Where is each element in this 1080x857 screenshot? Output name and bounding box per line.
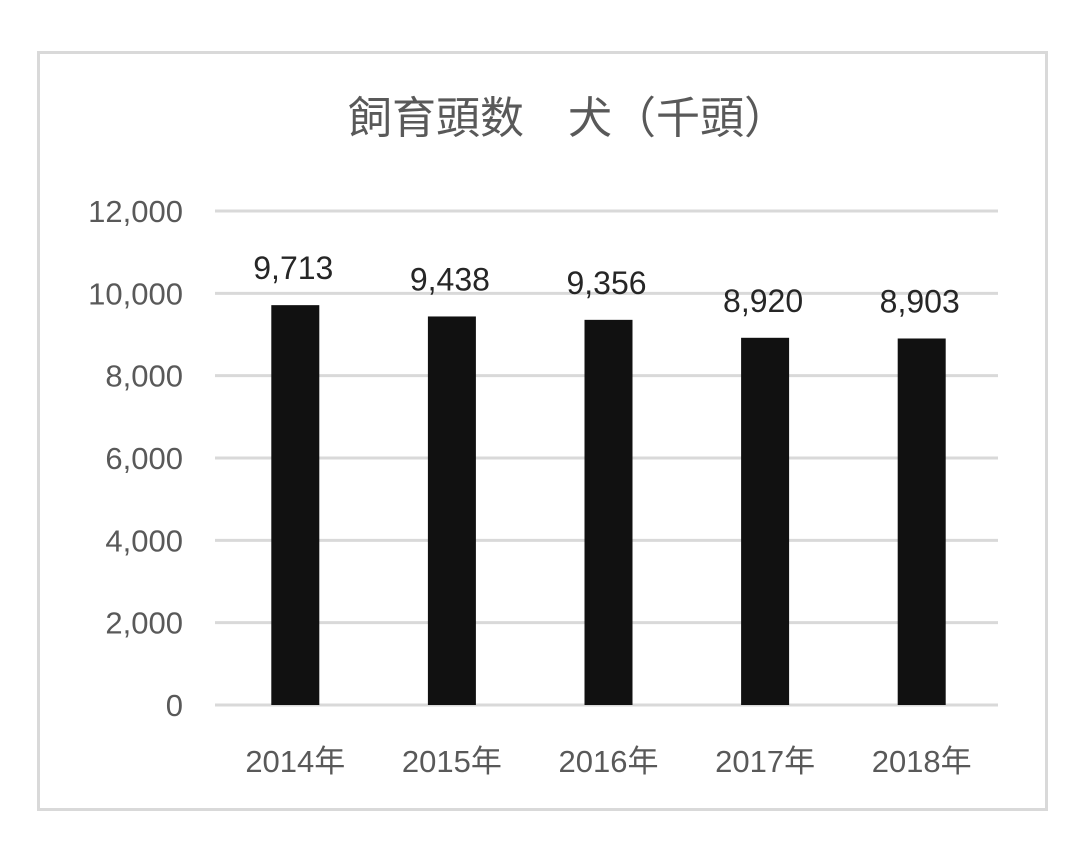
data-label: 8,903 [880, 283, 960, 319]
y-tick-label: 0 [166, 688, 183, 723]
y-tick-label: 2,000 [105, 606, 183, 641]
data-label: 9,713 [253, 250, 333, 286]
x-category-label: 2017年 [715, 744, 815, 779]
x-category-label: 2018年 [872, 744, 972, 779]
data-label: 9,356 [566, 265, 646, 301]
chart-title: 飼育頭数 犬（千頭） [348, 93, 788, 144]
y-tick-label: 6,000 [105, 441, 183, 476]
y-axis-ticks: 0 2,000 4,000 6,000 8,000 10,000 12,000 [88, 194, 183, 723]
bar [584, 319, 633, 705]
x-category-label: 2014年 [245, 744, 345, 779]
y-tick-label: 8,000 [105, 359, 183, 394]
data-labels: 9,713 9,438 9,356 8,920 8,903 [253, 250, 959, 319]
bars [271, 305, 946, 705]
y-tick-label: 10,000 [88, 276, 183, 311]
x-category-label: 2016年 [559, 744, 659, 779]
chart-frame [37, 51, 1048, 811]
y-tick-label: 12,000 [88, 194, 183, 229]
bar [741, 337, 790, 705]
data-label: 9,438 [410, 261, 490, 297]
bar [271, 305, 320, 705]
x-axis-categories: 2014年 2015年 2016年 2017年 2018年 [245, 744, 971, 779]
x-category-label: 2015年 [402, 744, 502, 779]
bar [427, 316, 476, 705]
bar [897, 338, 946, 705]
data-label: 8,920 [723, 283, 803, 319]
y-tick-label: 4,000 [105, 523, 183, 558]
